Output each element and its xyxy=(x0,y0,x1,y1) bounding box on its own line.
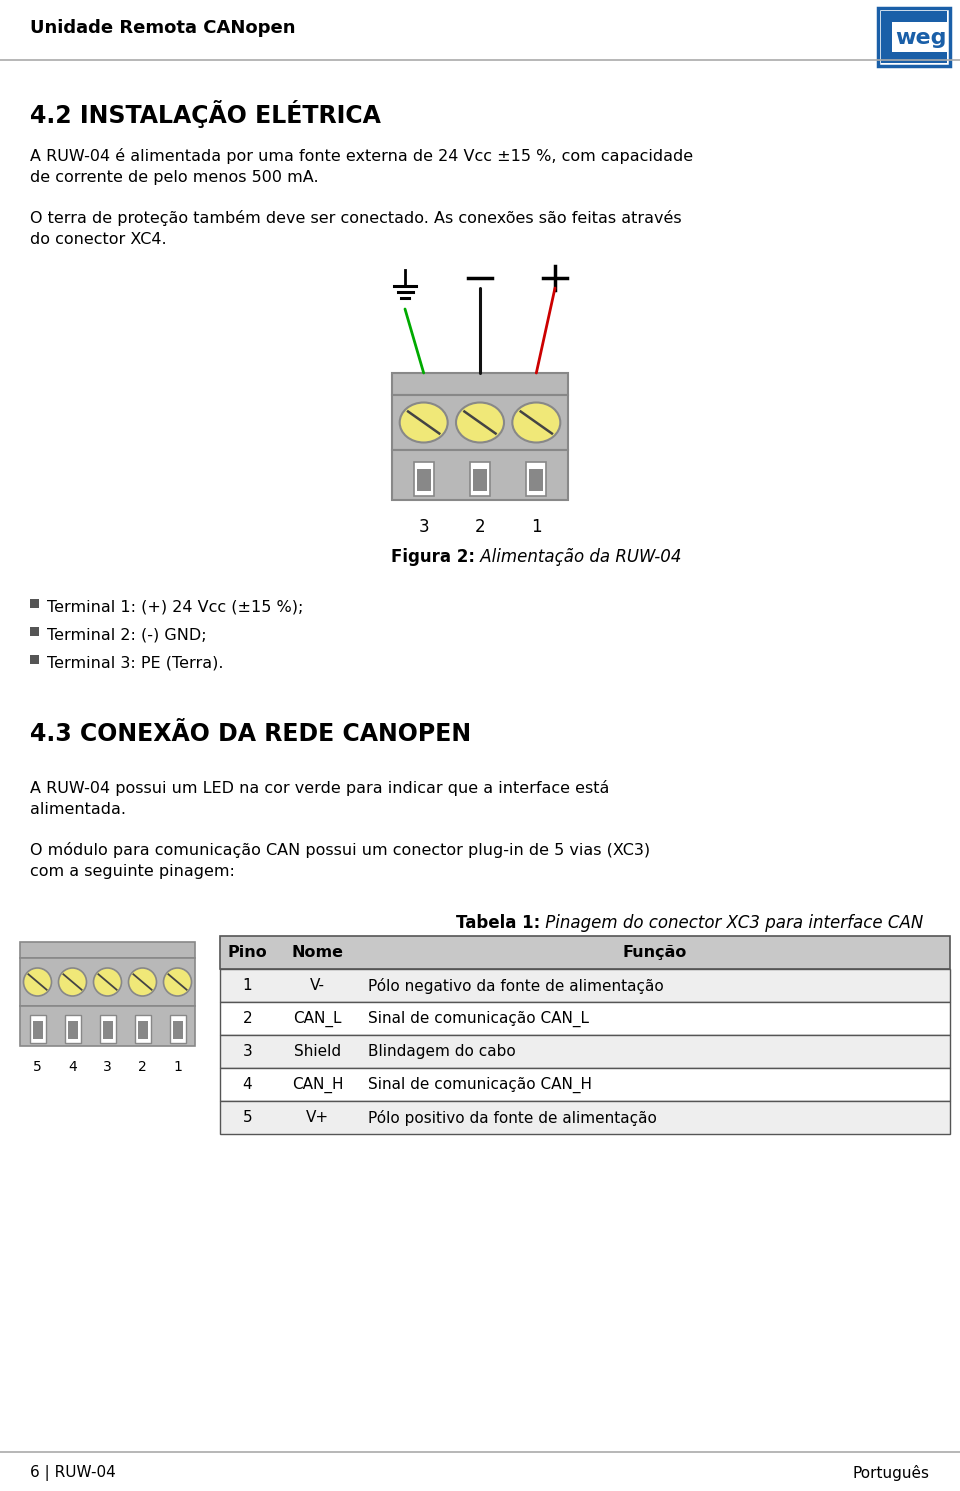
Text: 2: 2 xyxy=(138,1060,147,1074)
Text: CAN_L: CAN_L xyxy=(293,1011,342,1027)
Text: 2: 2 xyxy=(243,1011,252,1026)
Bar xyxy=(170,1015,185,1044)
Text: O terra de proteção também deve ser conectado. As conexões são feitas através: O terra de proteção também deve ser cone… xyxy=(30,210,682,227)
Bar xyxy=(30,628,39,637)
Text: V-: V- xyxy=(310,978,325,993)
Bar xyxy=(417,470,431,491)
Text: A RUW-04 possui um LED na cor verde para indicar que a interface está: A RUW-04 possui um LED na cor verde para… xyxy=(30,780,610,796)
Bar xyxy=(392,450,568,499)
Bar xyxy=(64,1015,81,1044)
Text: 4: 4 xyxy=(243,1077,252,1091)
Text: Tabela 1:: Tabela 1: xyxy=(456,914,540,932)
Bar xyxy=(392,395,568,450)
Text: do conector XC4.: do conector XC4. xyxy=(30,233,167,248)
Text: CAN_H: CAN_H xyxy=(292,1077,344,1093)
Text: 1: 1 xyxy=(243,978,252,993)
Text: Alimentação da RUW-04: Alimentação da RUW-04 xyxy=(475,549,682,567)
Bar xyxy=(470,462,490,497)
Bar xyxy=(526,462,546,497)
Bar xyxy=(220,1100,950,1135)
Text: Pólo positivo da fonte de alimentação: Pólo positivo da fonte de alimentação xyxy=(368,1109,657,1126)
Text: 3: 3 xyxy=(243,1044,252,1059)
Text: 1: 1 xyxy=(531,517,541,535)
Ellipse shape xyxy=(456,403,504,443)
Text: 4.3 CONEXÃO DA REDE CANOPEN: 4.3 CONEXÃO DA REDE CANOPEN xyxy=(30,722,471,746)
Text: 2: 2 xyxy=(474,517,486,535)
Bar xyxy=(100,1015,115,1044)
Bar xyxy=(220,1035,950,1068)
Text: 5: 5 xyxy=(243,1109,252,1126)
Text: 5: 5 xyxy=(34,1060,42,1074)
Text: de corrente de pelo menos 500 mA.: de corrente de pelo menos 500 mA. xyxy=(30,170,319,185)
Bar xyxy=(220,1068,950,1100)
Text: 3: 3 xyxy=(419,517,429,535)
Text: 6 | RUW-04: 6 | RUW-04 xyxy=(30,1466,116,1481)
Text: Português: Português xyxy=(853,1466,930,1481)
Bar xyxy=(30,655,39,663)
Bar xyxy=(134,1015,151,1044)
Text: A RUW-04 é alimentada por uma fonte externa de 24 Vcc ±15 %, com capacidade: A RUW-04 é alimentada por uma fonte exte… xyxy=(30,148,693,164)
Text: Terminal 2: (-) GND;: Terminal 2: (-) GND; xyxy=(47,628,206,643)
Bar xyxy=(33,1021,42,1039)
Text: Pólo negativo da fonte de alimentação: Pólo negativo da fonte de alimentação xyxy=(368,978,663,993)
Text: Função: Função xyxy=(623,945,687,960)
Ellipse shape xyxy=(23,968,52,996)
Bar xyxy=(30,599,39,608)
Ellipse shape xyxy=(59,968,86,996)
Bar xyxy=(67,1021,78,1039)
Bar xyxy=(392,373,568,395)
Bar xyxy=(529,470,543,491)
Bar xyxy=(20,1006,195,1047)
Text: weg: weg xyxy=(896,28,947,48)
Bar xyxy=(878,7,950,66)
Bar xyxy=(103,1021,112,1039)
Text: Unidade Remota CANopen: Unidade Remota CANopen xyxy=(30,19,296,37)
Bar xyxy=(30,1015,45,1044)
Text: Pino: Pino xyxy=(228,945,268,960)
Bar xyxy=(220,1002,950,1035)
Bar xyxy=(881,52,947,63)
Text: 4: 4 xyxy=(68,1060,77,1074)
Text: Terminal 1: (+) 24 Vcc (±15 %);: Terminal 1: (+) 24 Vcc (±15 %); xyxy=(47,599,303,614)
Text: V+: V+ xyxy=(306,1109,329,1126)
Text: 3: 3 xyxy=(103,1060,112,1074)
Bar xyxy=(137,1021,148,1039)
Bar xyxy=(220,936,950,969)
Ellipse shape xyxy=(129,968,156,996)
Bar xyxy=(173,1021,182,1039)
Ellipse shape xyxy=(513,403,561,443)
Text: O módulo para comunicação CAN possui um conector plug-in de 5 vias (XC3): O módulo para comunicação CAN possui um … xyxy=(30,842,650,857)
Ellipse shape xyxy=(399,403,447,443)
Bar xyxy=(20,959,195,1006)
Bar xyxy=(473,470,487,491)
Bar xyxy=(881,10,892,63)
Text: Shield: Shield xyxy=(294,1044,341,1059)
Text: com a seguinte pinagem:: com a seguinte pinagem: xyxy=(30,863,235,880)
Bar xyxy=(881,10,947,22)
Text: Pinagem do conector XC3 para interface CAN: Pinagem do conector XC3 para interface C… xyxy=(540,914,924,932)
Ellipse shape xyxy=(93,968,122,996)
Text: Nome: Nome xyxy=(292,945,344,960)
Text: 4.2 INSTALAÇÃO ELÉTRICA: 4.2 INSTALAÇÃO ELÉTRICA xyxy=(30,100,381,128)
Text: alimentada.: alimentada. xyxy=(30,802,126,817)
Ellipse shape xyxy=(163,968,191,996)
Bar xyxy=(220,969,950,1002)
Text: Figura 2:: Figura 2: xyxy=(391,549,475,567)
Text: Sinal de comunicação CAN_H: Sinal de comunicação CAN_H xyxy=(368,1077,592,1093)
Text: Blindagem do cabo: Blindagem do cabo xyxy=(368,1044,516,1059)
Bar xyxy=(20,942,195,959)
Text: Sinal de comunicação CAN_L: Sinal de comunicação CAN_L xyxy=(368,1011,589,1027)
Bar xyxy=(414,462,434,497)
Text: Terminal 3: PE (Terra).: Terminal 3: PE (Terra). xyxy=(47,656,224,671)
Text: 1: 1 xyxy=(173,1060,182,1074)
